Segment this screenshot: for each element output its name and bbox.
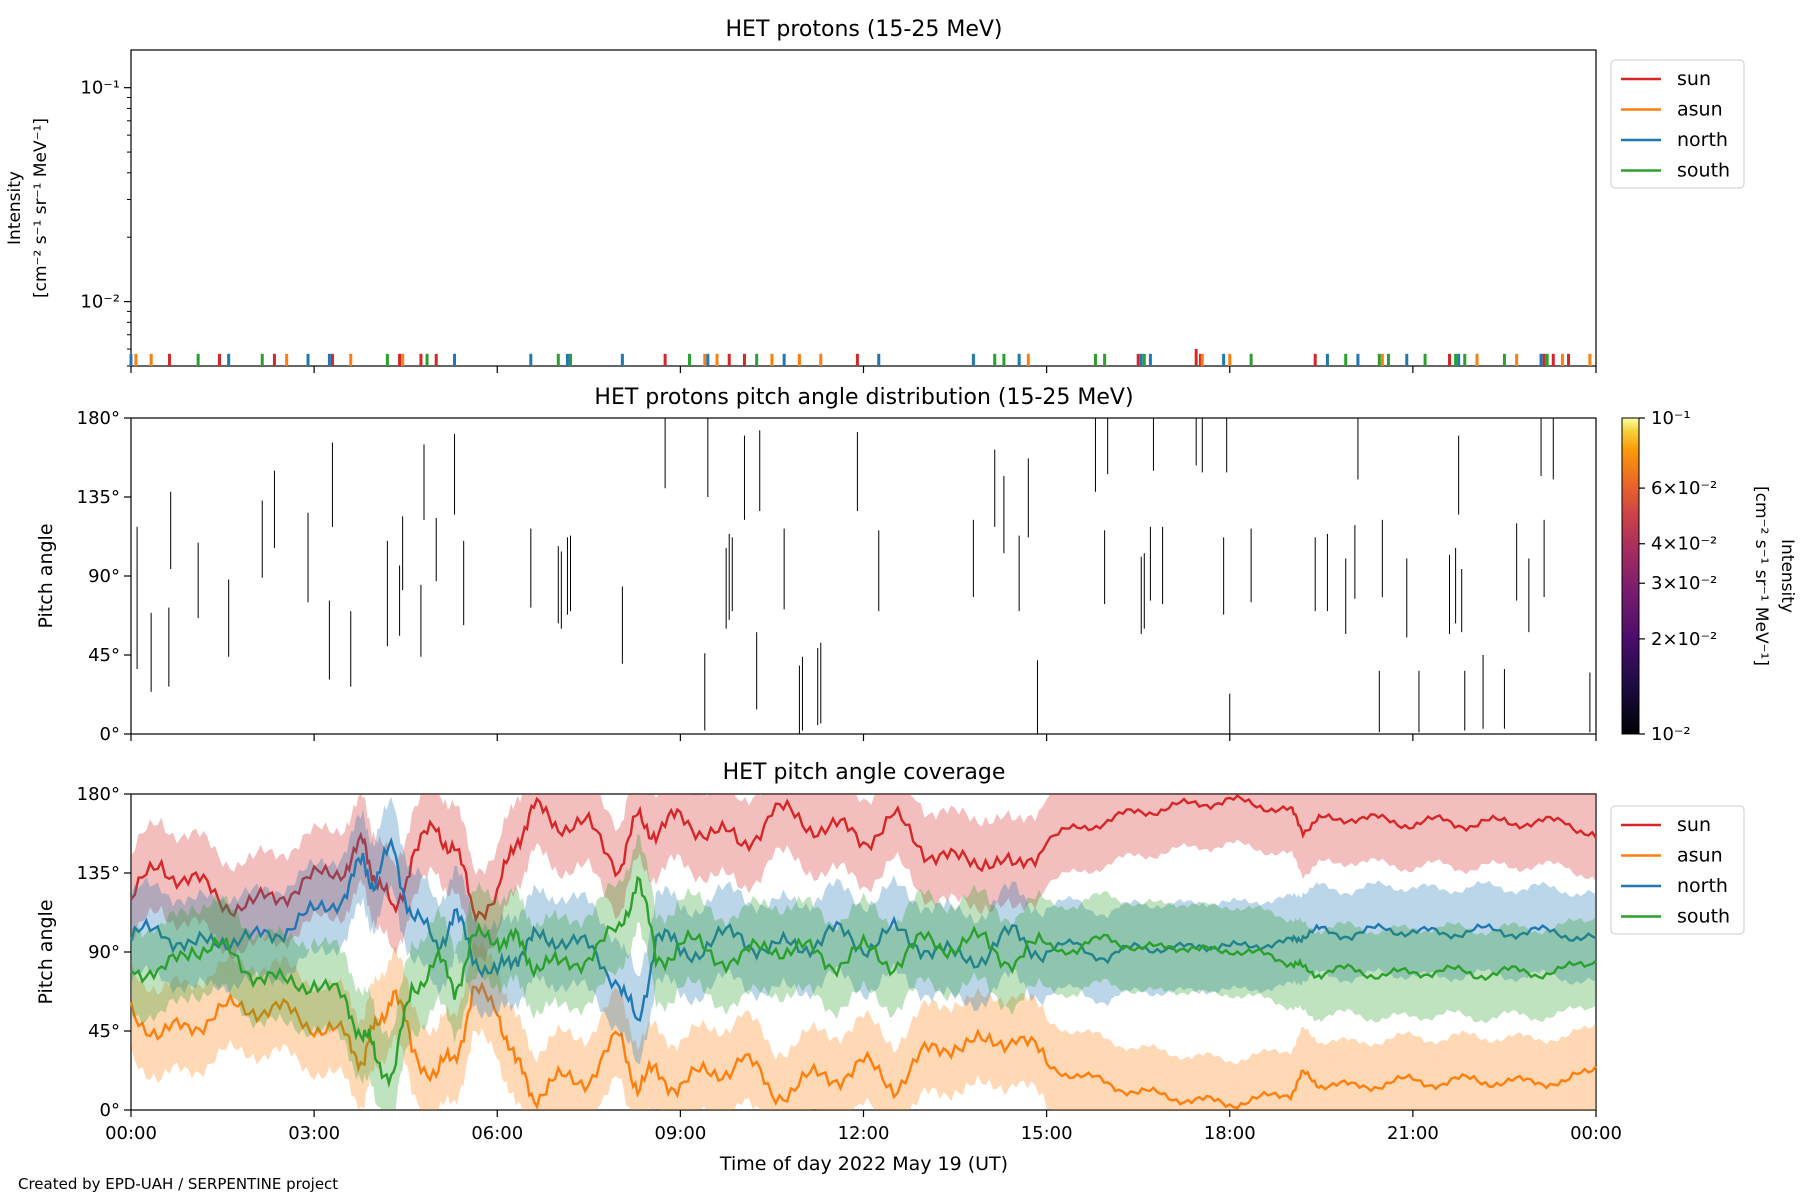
panel3-ylabel: Pitch angle xyxy=(35,899,57,1004)
panel2-ytick-label: 180° xyxy=(77,408,120,429)
panel2-ylabel: Pitch angle xyxy=(35,523,57,628)
panel1-title: HET protons (15-25 MeV) xyxy=(726,17,1003,42)
panel3-data xyxy=(129,794,1597,1110)
panel-pitch-angle-distribution: HET protons pitch angle distribution (15… xyxy=(35,385,1797,745)
panel3-title: HET pitch angle coverage xyxy=(723,760,1006,785)
panel3-ytick-label: 45° xyxy=(88,1021,120,1042)
panel3-xtick-label: 03:00 xyxy=(288,1123,340,1144)
colorbar-ticks: 10⁻¹ 6×10⁻² 4×10⁻² 3×10⁻² 2×10⁻² 10⁻² xyxy=(1639,408,1717,745)
legend3-box xyxy=(1610,805,1745,935)
colorbar-units: [cm⁻² s⁻¹ sr⁻¹ MeV⁻¹] xyxy=(1751,486,1771,666)
credit-text: Created by EPD-UAH / SERPENTINE project xyxy=(18,1175,339,1193)
coverage-line-south xyxy=(130,875,1597,1089)
legend3-label-asun: asun xyxy=(1677,845,1723,867)
panel3-xtick-label: 00:00 xyxy=(1570,1123,1622,1144)
panel2-x-ticks xyxy=(130,734,1597,741)
legend-panel1: sun asun north south xyxy=(1610,59,1745,189)
panel3-xtick-label: 09:00 xyxy=(654,1123,706,1144)
panel2-data xyxy=(136,418,1591,734)
panel2-title: HET protons pitch angle distribution (15… xyxy=(594,385,1133,410)
legend3-label-sun: sun xyxy=(1677,814,1711,836)
panel3-ytick-label: 135° xyxy=(77,863,120,884)
coverage-band-sun xyxy=(131,794,1596,964)
panel1-ylabel-line1: Intensity xyxy=(5,171,25,245)
legend1-label-sun: sun xyxy=(1677,68,1711,90)
coverage-line-asun xyxy=(129,981,1597,1110)
panel2-ytick-label: 135° xyxy=(77,487,120,508)
panel1-frame xyxy=(130,49,1597,367)
legend3-label-south: south xyxy=(1677,906,1730,928)
colorbar-tick-label: 10⁻² xyxy=(1651,724,1691,745)
legend3-label-north: north xyxy=(1677,875,1728,897)
legend1-box xyxy=(1610,59,1745,189)
panel1-y-axis: 10⁻¹ 10⁻² xyxy=(80,78,131,367)
panel2-ytick-label: 90° xyxy=(88,566,120,587)
panel1-ytick-label: 10⁻² xyxy=(80,292,120,313)
legend-panel3: sun asun north south xyxy=(1610,805,1745,935)
panel3-xtick-label: 06:00 xyxy=(471,1123,523,1144)
panel3-ytick-label: 90° xyxy=(88,942,120,963)
coverage-band-south xyxy=(131,833,1596,1110)
panel3-x-ticks: 00:00 03:00 06:00 09:00 12:00 15:00 18:00 21:00… xyxy=(105,1110,1622,1144)
legend1-label-south: south xyxy=(1677,160,1730,182)
panel1-ylabel-line2: [cm⁻² s⁻¹ sr⁻¹ MeV⁻¹] xyxy=(31,118,51,298)
colorbar-tick-label: 2×10⁻² xyxy=(1651,629,1717,650)
panel-intensity: HET protons (15-25 MeV) 10⁻¹ 10⁻² Intensi… xyxy=(5,17,1745,373)
colorbar-tick-label: 10⁻¹ xyxy=(1651,408,1691,429)
colorbar xyxy=(1621,417,1640,735)
legend1-label-north: north xyxy=(1677,129,1728,151)
panel-pitch-angle-coverage: HET pitch angle coverage 0° 45° 90° 135° 180… xyxy=(35,760,1745,1175)
panel2-y-axis: 0° 45° 90° 135° 180° xyxy=(77,408,131,745)
coverage-band-north xyxy=(131,796,1596,1065)
panel3-ytick-label: 0° xyxy=(100,1100,120,1121)
coverage-line-north xyxy=(129,836,1597,1022)
panel1-data xyxy=(129,349,1592,366)
panel1-ytick-label: 10⁻¹ xyxy=(80,78,120,99)
coverage-band-asun xyxy=(131,940,1596,1110)
x-axis-label: Time of day 2022 May 19 (UT) xyxy=(719,1153,1008,1175)
colorbar-tick-label: 3×10⁻² xyxy=(1651,573,1717,594)
panel3-xtick-label: 15:00 xyxy=(1021,1123,1073,1144)
panel2-ytick-label: 45° xyxy=(88,645,120,666)
panel3-xtick-label: 21:00 xyxy=(1387,1123,1439,1144)
panel1-x-ticks xyxy=(130,366,1597,373)
panel3-xtick-label: 18:00 xyxy=(1204,1123,1256,1144)
panel2-ytick-label: 0° xyxy=(100,724,120,745)
colorbar-tick-label: 4×10⁻² xyxy=(1651,534,1717,555)
colorbar-label: Intensity xyxy=(1777,539,1797,613)
legend1-label-asun: asun xyxy=(1677,99,1723,121)
panel3-xtick-label: 00:00 xyxy=(105,1123,157,1144)
colorbar-tick-label: 6×10⁻² xyxy=(1651,478,1717,499)
panel3-xtick-label: 12:00 xyxy=(838,1123,890,1144)
panel3-ytick-label: 180° xyxy=(77,784,120,805)
panel3-y-axis: 0° 45° 90° 135° 180° xyxy=(77,784,131,1121)
